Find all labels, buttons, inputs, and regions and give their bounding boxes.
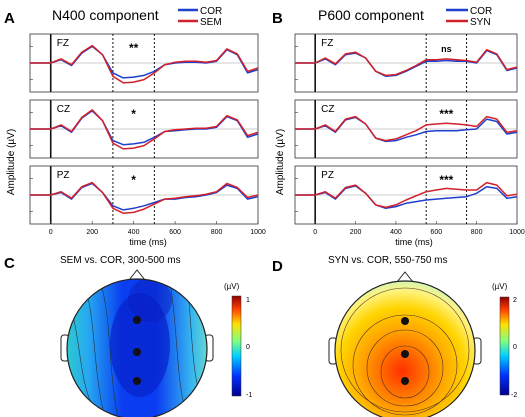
- x-tick-label: 400: [128, 229, 140, 236]
- channel-label: CZ: [321, 104, 334, 115]
- series-line-sem-pz: [30, 181, 259, 214]
- series-line-syn-fz: [295, 48, 518, 77]
- colorbar: (µV) 2 0 -2: [492, 282, 517, 399]
- x-axis-label: time (ms): [395, 237, 433, 247]
- colorbar-tick: 2: [513, 297, 517, 304]
- colorbar-tick: -1: [246, 392, 252, 399]
- channel-label: FZ: [321, 38, 333, 49]
- colorbar-tick: 0: [513, 344, 517, 351]
- x-tick-label: 200: [350, 229, 362, 236]
- significance-marker: ns: [441, 44, 452, 54]
- topo-map: [328, 271, 482, 417]
- legend-label: SYN: [470, 17, 491, 28]
- panel-letter: D: [272, 258, 283, 275]
- x-tick-label: 0: [49, 229, 53, 236]
- series-line-syn-pz: [295, 181, 518, 209]
- electrode-pz: [401, 377, 409, 385]
- panel-title: P600 component: [318, 7, 424, 23]
- x-tick-label: 1000: [509, 229, 525, 236]
- significance-marker: ***: [439, 107, 453, 121]
- erp-subplot: PZ * 0 200 400 600 800 1000: [29, 165, 266, 236]
- series-line-sem-cz: [30, 109, 259, 150]
- legend-label: COR: [470, 6, 492, 17]
- erp-subplot: FZ ns: [294, 33, 518, 93]
- channel-label: FZ: [57, 38, 69, 49]
- colorbar-unit: (µV): [224, 282, 240, 291]
- erp-subplot: FZ **: [29, 33, 259, 93]
- colorbar-unit: (µV): [492, 282, 508, 291]
- x-tick-label: 1000: [250, 229, 266, 236]
- series-line-syn-cz: [295, 115, 518, 142]
- electrode-fz: [133, 316, 141, 324]
- topo-map: [60, 269, 214, 417]
- erp-plots: FZ ** CZ * PZ * 0 200 400 600 800 1000: [29, 33, 266, 236]
- panel-letter: A: [4, 10, 15, 27]
- channel-label: PZ: [57, 170, 70, 181]
- erp-subplot: CZ *: [29, 99, 259, 159]
- x-tick-label: 400: [390, 229, 402, 236]
- topo-title: SEM vs. COR, 300-500 ms: [60, 255, 181, 266]
- panel-d: D SYN vs. COR, 550-750 ms (µV) 2 0 -2: [272, 255, 517, 417]
- colorbar-tick: -2: [511, 392, 517, 399]
- panel-letter: B: [272, 10, 283, 27]
- legend-label: COR: [200, 6, 222, 17]
- significance-marker: ***: [439, 173, 453, 187]
- colorbar: (µV) 1 0 -1: [224, 282, 252, 399]
- x-tick-label: 600: [169, 229, 181, 236]
- legend: COR SYN: [446, 6, 492, 28]
- electrode-cz: [401, 350, 409, 358]
- legend-label: SEM: [200, 17, 222, 28]
- panel-letter: C: [4, 255, 15, 272]
- channel-label: PZ: [321, 170, 334, 181]
- legend: COR SEM: [178, 6, 222, 28]
- panel-b: B P600 component COR SYN Amplitude (µV) …: [272, 6, 525, 247]
- x-tick-label: 800: [211, 229, 223, 236]
- panel-a: A N400 component COR SEM Amplitude (µV) …: [4, 6, 266, 247]
- erp-subplot: CZ ***: [294, 99, 518, 159]
- colorbar-tick: 1: [246, 297, 250, 304]
- x-tick-label: 200: [86, 229, 98, 236]
- x-tick-label: 800: [471, 229, 483, 236]
- significance-marker: *: [131, 173, 136, 187]
- colorbar-tick: 0: [246, 344, 250, 351]
- y-axis-label: Amplitude (µV): [275, 129, 286, 195]
- x-tick-label: 0: [313, 229, 317, 236]
- panel-title: N400 component: [52, 7, 159, 23]
- electrode-fz: [401, 317, 409, 325]
- series-line-sem-fz: [30, 44, 259, 84]
- nose-icon: [396, 271, 414, 283]
- electrode-pz: [133, 377, 141, 385]
- electrode-cz: [133, 348, 141, 356]
- channel-label: CZ: [57, 104, 70, 115]
- erp-plots: FZ ns CZ *** PZ *** 0 200 400 600 800 1000: [294, 33, 525, 236]
- x-tick-label: 600: [430, 229, 442, 236]
- topo-title: SYN vs. COR, 550-750 ms: [328, 255, 447, 266]
- erp-subplot: PZ *** 0 200 400 600 800 1000: [294, 165, 525, 236]
- panel-c: C SEM vs. COR, 300-500 ms (µV): [4, 255, 252, 417]
- significance-marker: *: [131, 107, 136, 121]
- nose-icon: [128, 269, 146, 281]
- y-axis-label: Amplitude (µV): [6, 129, 17, 195]
- significance-marker: **: [129, 41, 139, 55]
- x-axis-label: time (ms): [129, 237, 167, 247]
